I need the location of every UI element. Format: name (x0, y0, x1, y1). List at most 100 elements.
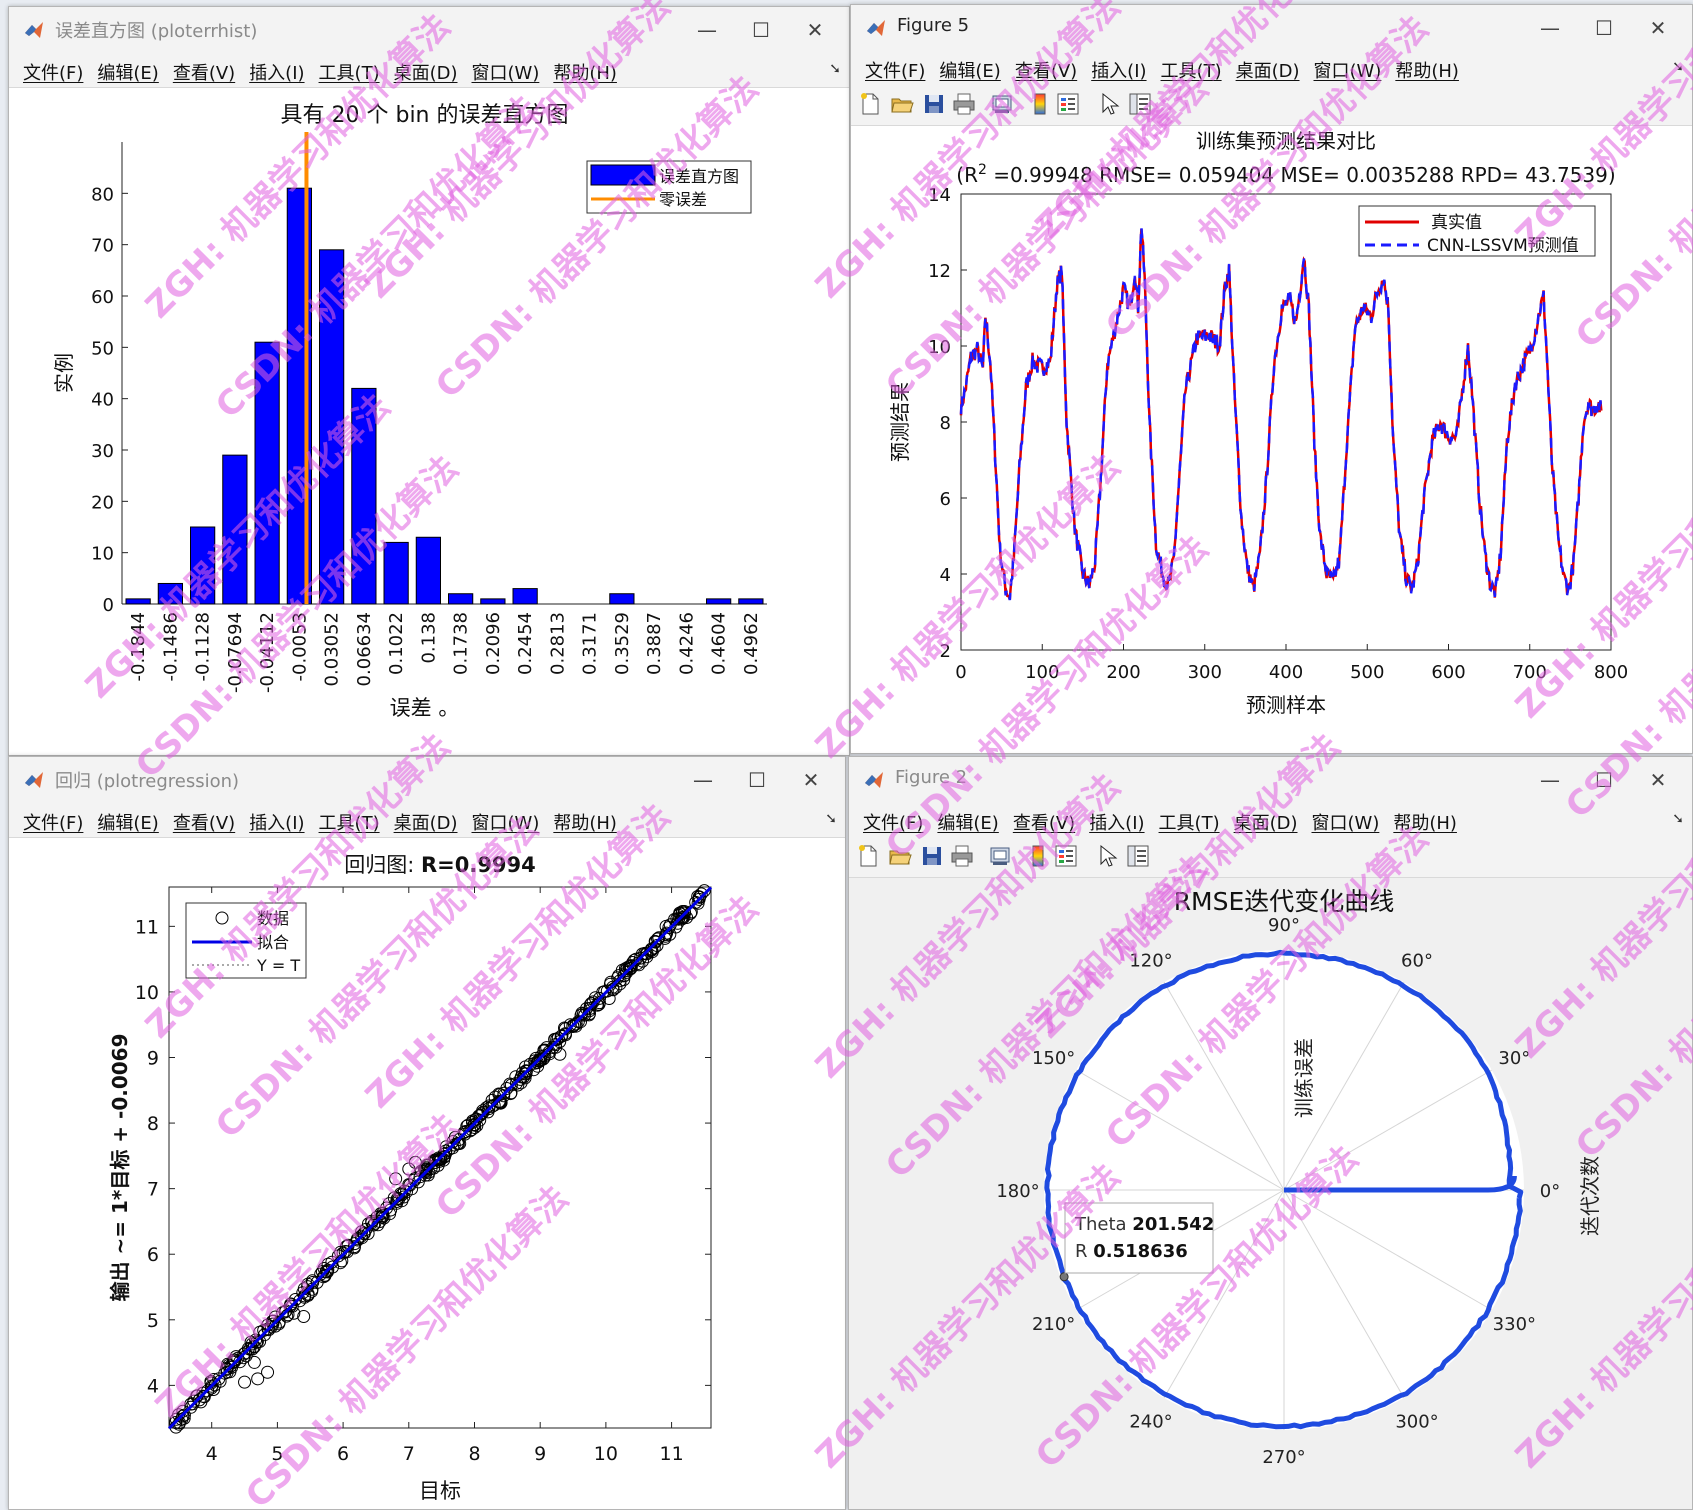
dock-arrow-icon[interactable]: ➘ (1672, 59, 1684, 75)
menu-bar: 文件(F) 编辑(E) 查看(V) 插入(I) 工具(T) 桌面(D) 窗口(W) 帮助(H)… (849, 803, 1692, 838)
maximize-button[interactable]: ☐ (1595, 16, 1613, 40)
maximize-button[interactable]: ☐ (748, 768, 766, 792)
close-button[interactable]: ✕ (806, 18, 824, 42)
data-point (691, 896, 705, 910)
pointer-icon[interactable] (1093, 843, 1119, 869)
minimize-button[interactable]: — (697, 18, 717, 42)
menu-desktop[interactable]: 桌面(D) (393, 813, 458, 834)
dock-arrow-icon[interactable]: ➘ (829, 61, 841, 77)
window-figure-5: Figure 5 — ☐ ✕ 文件(F) 编辑(E) 查看(V) 插入(I) 工具(T)… (850, 4, 1693, 754)
maximize-button[interactable]: ☐ (1595, 768, 1613, 792)
colorbar-icon[interactable] (1025, 843, 1051, 869)
data-point (649, 935, 662, 949)
minimize-button[interactable]: — (693, 768, 713, 792)
data-point (551, 1031, 565, 1045)
menu-view[interactable]: 查看(V) (1012, 813, 1076, 834)
title-bar[interactable]: Figure 5 — ☐ ✕ (851, 5, 1692, 51)
y-tick-label: 5 (147, 1310, 159, 1332)
x-tick-label: 0.06634 (354, 612, 375, 686)
chart-subtitle: (R2 =0.99948 RMSE= 0.059404 MSE= 0.00352… (956, 162, 1615, 187)
colorbar-icon[interactable] (1027, 91, 1053, 117)
data-point (408, 1173, 421, 1187)
property-inspector-icon[interactable] (1125, 843, 1151, 869)
menu-edit[interactable]: 编辑(E) (97, 63, 159, 84)
menu-edit[interactable]: 编辑(E) (97, 813, 159, 834)
polar-chart: RMSE迭代变化曲线 0° 30° 60° 90° 120° 150° 180° 210° 240… (996, 887, 1602, 1468)
menu-window[interactable]: 窗口(W) (471, 63, 540, 84)
figure-canvas: RMSE迭代变化曲线 0° 30° 60° 90° 120° 150° 180° 210° 240… (849, 878, 1692, 1509)
legend-icon[interactable] (1055, 91, 1081, 117)
data-point (537, 1044, 551, 1058)
menu-view[interactable]: 查看(V) (1014, 61, 1078, 82)
data-point (247, 1355, 261, 1369)
y-tick-label: 7 (147, 1179, 159, 1201)
menu-help[interactable]: 帮助(H) (553, 63, 617, 84)
menu-window[interactable]: 窗口(W) (1313, 61, 1382, 82)
legend-entry: 误差直方图 (659, 167, 739, 186)
datatip: Theta 201.542 R 0.518636 (1064, 1202, 1214, 1274)
data-point (568, 1018, 581, 1032)
save-icon[interactable] (921, 91, 947, 117)
save-icon[interactable] (919, 843, 945, 869)
menu-desktop[interactable]: 桌面(D) (1235, 61, 1300, 82)
open-folder-icon[interactable] (889, 91, 915, 117)
menu-file[interactable]: 文件(F) (863, 813, 924, 834)
menu-help[interactable]: 帮助(H) (553, 813, 617, 834)
title-bar[interactable]: 回归 (plotregression) — ☐ ✕ (9, 757, 845, 803)
minimize-button[interactable]: — (1540, 16, 1560, 40)
prediction-chart: 训练集预测结果对比(R2 =0.99948 RMSE= 0.059404 MSE… (888, 129, 1628, 717)
menu-file[interactable]: 文件(F) (865, 61, 926, 82)
menu-tools[interactable]: 工具(T) (1160, 61, 1222, 82)
data-point (651, 932, 665, 946)
menu-desktop[interactable]: 桌面(D) (1233, 813, 1298, 834)
x-axis-label: 目标 (419, 1479, 461, 1503)
menu-file[interactable]: 文件(F) (23, 63, 84, 84)
title-bar[interactable]: Figure 2 — ☐ ✕ (849, 757, 1692, 803)
data-point (693, 890, 707, 904)
close-button[interactable]: ✕ (1649, 16, 1667, 40)
menu-view[interactable]: 查看(V) (172, 63, 236, 84)
print-icon[interactable] (949, 843, 975, 869)
dock-arrow-icon[interactable]: ➘ (1672, 811, 1684, 827)
property-inspector-icon[interactable] (1127, 91, 1153, 117)
menu-view[interactable]: 查看(V) (172, 813, 236, 834)
x-tick-label: 400 (1269, 662, 1303, 683)
maximize-button[interactable]: ☐ (752, 18, 770, 42)
menu-tools[interactable]: 工具(T) (318, 813, 380, 834)
datatip-r-value: 0.518636 (1093, 1241, 1188, 1262)
print-preview-icon[interactable] (989, 91, 1015, 117)
histogram-bar (415, 536, 441, 605)
menu-desktop[interactable]: 桌面(D) (393, 63, 458, 84)
x-tick-label: 4 (206, 1443, 218, 1465)
menu-insert[interactable]: 插入(I) (249, 63, 305, 84)
menu-file[interactable]: 文件(F) (23, 813, 84, 834)
menu-insert[interactable]: 插入(I) (1089, 813, 1145, 834)
close-button[interactable]: ✕ (802, 768, 820, 792)
menu-edit[interactable]: 编辑(E) (939, 61, 1001, 82)
print-icon[interactable] (951, 91, 977, 117)
menu-help[interactable]: 帮助(H) (1393, 813, 1457, 834)
x-tick-label: 10 (594, 1443, 618, 1465)
new-file-icon[interactable] (857, 91, 883, 117)
open-folder-icon[interactable] (887, 843, 913, 869)
new-file-icon[interactable] (855, 843, 881, 869)
menu-tools[interactable]: 工具(T) (318, 63, 380, 84)
menu-window[interactable]: 窗口(W) (471, 813, 540, 834)
menu-insert[interactable]: 插入(I) (249, 813, 305, 834)
menu-window[interactable]: 窗口(W) (1311, 813, 1380, 834)
legend-icon[interactable] (1053, 843, 1079, 869)
y-tick-label: 4 (940, 565, 951, 586)
x-tick-label: -0.07694 (225, 612, 246, 693)
minimize-button[interactable]: — (1540, 768, 1560, 792)
menu-edit[interactable]: 编辑(E) (937, 813, 999, 834)
menu-insert[interactable]: 插入(I) (1091, 61, 1147, 82)
matlab-logo-icon (25, 22, 43, 38)
menu-help[interactable]: 帮助(H) (1395, 61, 1459, 82)
close-button[interactable]: ✕ (1649, 768, 1667, 792)
dock-arrow-icon[interactable]: ➘ (825, 811, 837, 827)
title-bar[interactable]: 误差直方图 (ploterrhist) — ☐ ✕ (9, 7, 849, 53)
y-tick-label: 8 (940, 413, 951, 434)
menu-tools[interactable]: 工具(T) (1158, 813, 1220, 834)
pointer-icon[interactable] (1095, 91, 1121, 117)
print-preview-icon[interactable] (987, 843, 1013, 869)
